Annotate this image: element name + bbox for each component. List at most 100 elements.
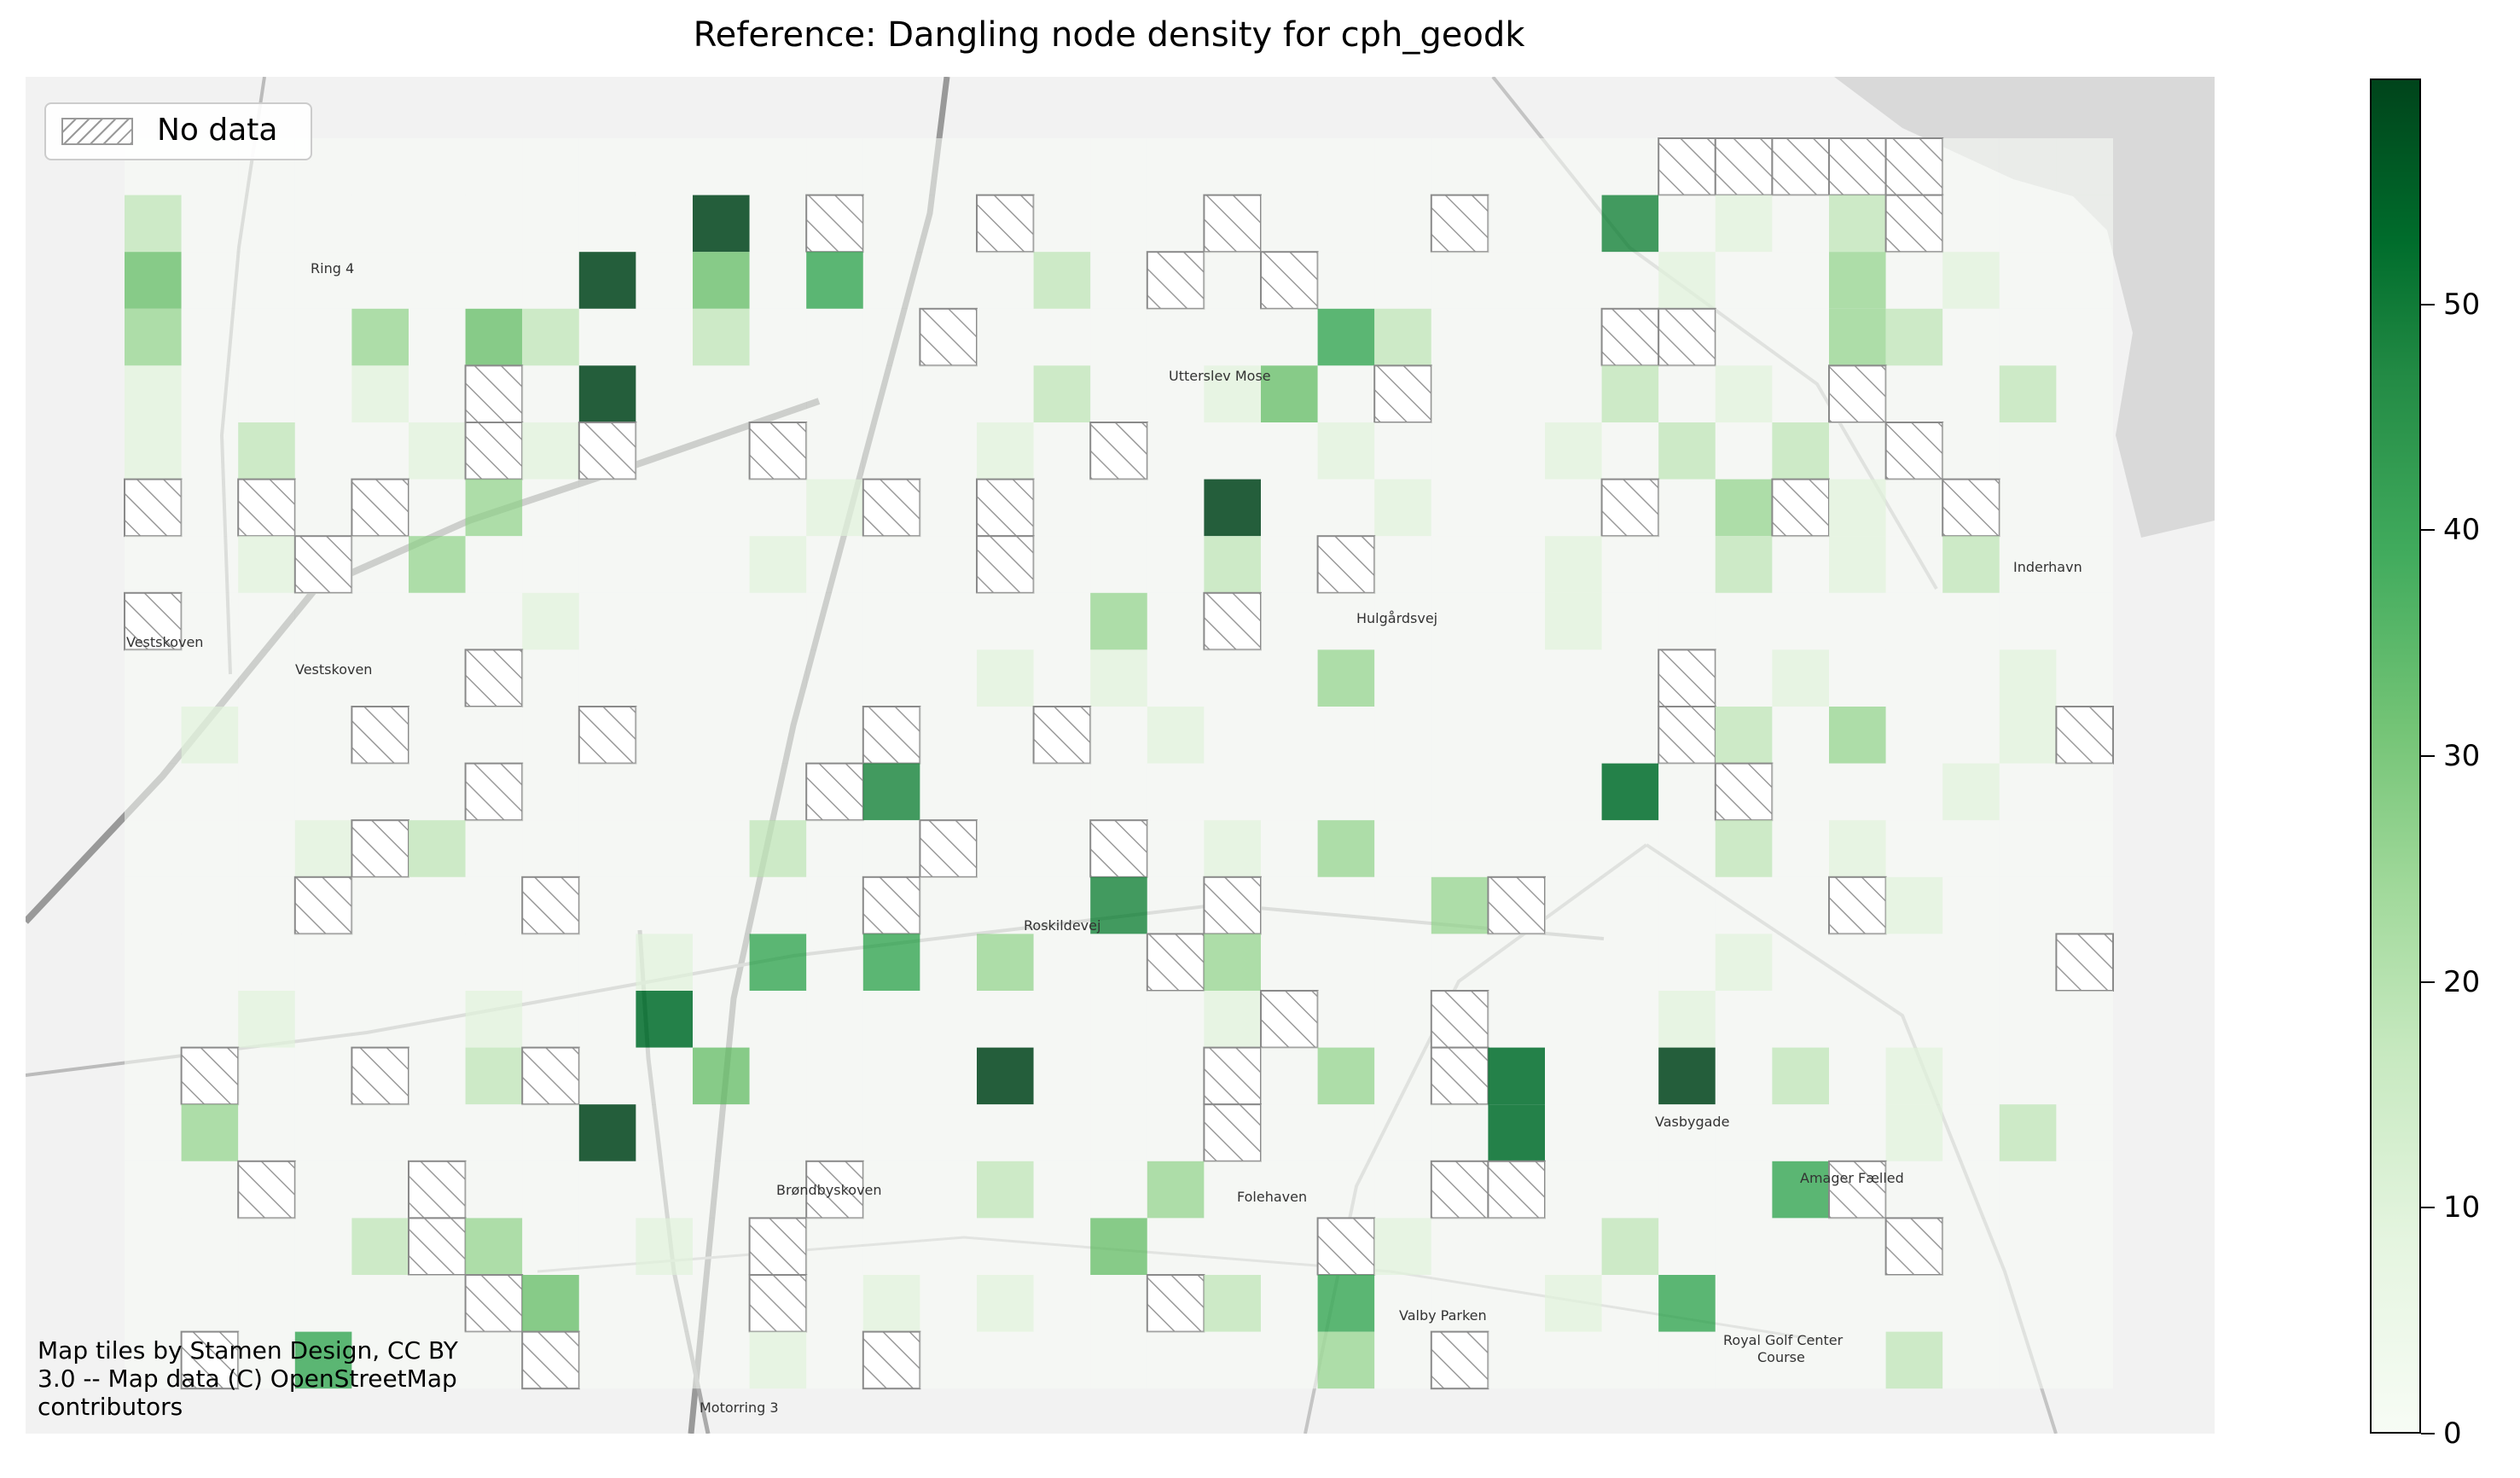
- density-cell[interactable]: [1601, 536, 1659, 593]
- density-cell[interactable]: [1204, 934, 1261, 991]
- no-data-cell[interactable]: [578, 422, 637, 480]
- density-cell[interactable]: [1601, 1047, 1659, 1105]
- density-cell[interactable]: [1033, 1218, 1091, 1275]
- density-cell[interactable]: [977, 991, 1034, 1048]
- density-cell[interactable]: [1488, 592, 1545, 650]
- density-cell[interactable]: [1090, 934, 1147, 991]
- density-cell[interactable]: [1147, 1161, 1205, 1219]
- density-cell[interactable]: [1317, 991, 1375, 1048]
- density-cell[interactable]: [181, 422, 239, 480]
- density-cell[interactable]: [409, 1104, 466, 1161]
- density-cell[interactable]: [1715, 707, 1773, 764]
- density-cell[interactable]: [1772, 308, 1829, 366]
- density-cell[interactable]: [181, 820, 239, 877]
- density-cell[interactable]: [1261, 1047, 1318, 1105]
- density-cell[interactable]: [351, 1218, 409, 1275]
- density-cell[interactable]: [2056, 479, 2113, 537]
- density-cell[interactable]: [806, 308, 863, 366]
- density-cell[interactable]: [693, 1047, 750, 1105]
- density-cell[interactable]: [1601, 1331, 1659, 1389]
- no-data-cell[interactable]: [1658, 649, 1716, 708]
- density-cell[interactable]: [238, 1047, 295, 1105]
- density-cell[interactable]: [238, 649, 295, 707]
- density-cell[interactable]: [977, 592, 1034, 650]
- density-cell[interactable]: [1431, 479, 1489, 537]
- density-cell[interactable]: [1715, 252, 1773, 309]
- density-cell[interactable]: [294, 308, 352, 366]
- density-cell[interactable]: [238, 820, 295, 877]
- density-cell[interactable]: [1545, 876, 1602, 934]
- density-cell[interactable]: [1147, 195, 1205, 253]
- density-cell[interactable]: [1317, 252, 1375, 309]
- density-cell[interactable]: [693, 1275, 750, 1332]
- density-cell[interactable]: [1374, 422, 1431, 480]
- density-cell[interactable]: [409, 1275, 466, 1332]
- density-cell[interactable]: [1999, 252, 2057, 309]
- density-cell[interactable]: [1033, 308, 1091, 366]
- density-cell[interactable]: [1261, 479, 1318, 537]
- density-cell[interactable]: [1431, 365, 1489, 422]
- density-cell[interactable]: [749, 1161, 807, 1219]
- density-cell[interactable]: [1942, 934, 2000, 991]
- density-cell[interactable]: [1829, 820, 1886, 877]
- density-cell[interactable]: [977, 308, 1034, 366]
- density-cell[interactable]: [636, 763, 693, 821]
- density-cell[interactable]: [862, 252, 920, 309]
- no-data-cell[interactable]: [1203, 876, 1263, 935]
- density-cell[interactable]: [1601, 649, 1659, 707]
- density-cell[interactable]: [1204, 1218, 1261, 1275]
- density-cell[interactable]: [1545, 1275, 1602, 1332]
- density-cell[interactable]: [1317, 649, 1375, 707]
- density-cell[interactable]: [749, 934, 807, 991]
- density-cell[interactable]: [465, 308, 523, 366]
- density-cell[interactable]: [1715, 991, 1773, 1048]
- density-cell[interactable]: [1658, 934, 1716, 991]
- density-cell[interactable]: [2056, 195, 2113, 253]
- density-cell[interactable]: [238, 422, 295, 480]
- density-cell[interactable]: [636, 252, 693, 309]
- density-cell[interactable]: [1374, 479, 1431, 537]
- density-cell[interactable]: [1033, 934, 1091, 991]
- density-cell[interactable]: [693, 592, 750, 650]
- density-cell[interactable]: [1999, 876, 2057, 934]
- density-cell[interactable]: [1999, 707, 2057, 764]
- density-cell[interactable]: [1033, 820, 1091, 877]
- density-cell[interactable]: [1885, 876, 1943, 934]
- density-cell[interactable]: [578, 1275, 636, 1332]
- density-cell[interactable]: [1715, 1161, 1773, 1219]
- density-cell[interactable]: [1374, 934, 1431, 991]
- density-cell[interactable]: [1658, 1275, 1716, 1332]
- density-cell[interactable]: [1317, 876, 1375, 934]
- density-cell[interactable]: [1147, 1331, 1205, 1389]
- density-cell[interactable]: [1204, 991, 1261, 1048]
- no-data-cell[interactable]: [293, 876, 353, 935]
- density-cell[interactable]: [409, 592, 466, 650]
- density-cell[interactable]: [181, 365, 239, 422]
- density-cell[interactable]: [1601, 991, 1659, 1048]
- density-cell[interactable]: [1261, 195, 1318, 253]
- density-cell[interactable]: [1374, 1047, 1431, 1105]
- density-cell[interactable]: [1885, 763, 1943, 821]
- density-cell[interactable]: [409, 991, 466, 1048]
- density-cell[interactable]: [1885, 308, 1943, 366]
- density-cell[interactable]: [977, 1218, 1034, 1275]
- density-cell[interactable]: [409, 820, 466, 877]
- density-cell[interactable]: [1147, 422, 1205, 480]
- density-cell[interactable]: [1772, 536, 1829, 593]
- density-cell[interactable]: [1601, 1218, 1659, 1275]
- density-cell[interactable]: [181, 763, 239, 821]
- density-cell[interactable]: [862, 365, 920, 422]
- density-cell[interactable]: [920, 479, 977, 537]
- no-data-cell[interactable]: [862, 1330, 921, 1390]
- density-cell[interactable]: [1942, 195, 2000, 253]
- density-cell[interactable]: [693, 1218, 750, 1275]
- density-cell[interactable]: [1658, 252, 1716, 309]
- density-cell[interactable]: [1317, 479, 1375, 537]
- density-cell[interactable]: [1261, 365, 1318, 422]
- density-cell[interactable]: [1772, 1104, 1829, 1161]
- density-cell[interactable]: [636, 479, 693, 537]
- density-cell[interactable]: [522, 422, 579, 480]
- density-cell[interactable]: [522, 820, 579, 877]
- density-cell[interactable]: [1601, 252, 1659, 309]
- density-cell[interactable]: [1829, 1331, 1886, 1389]
